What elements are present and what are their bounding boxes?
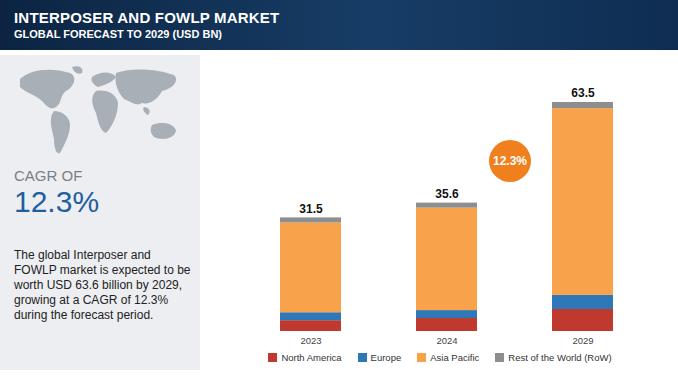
html-text:12.3%: 12.3% [14, 185, 100, 218]
html-text:The global Interposer and FOWL: The global Interposer and FOWLP market i… [14, 248, 191, 322]
svg-text:2023: 2023 [300, 335, 321, 346]
html-text:CAGR OF: CAGR OF [14, 167, 83, 184]
svg-text:63.5: 63.5 [571, 86, 595, 100]
svg-text:31.5: 31.5 [299, 202, 323, 216]
svg-text:2024: 2024 [436, 335, 457, 346]
html-text:North America: North America [281, 352, 342, 363]
html-text:GLOBAL FORECAST TO 2029 (USD B: GLOBAL FORECAST TO 2029 (USD BN) [14, 28, 222, 40]
html-text:INTERPOSER AND FOWLP MARKET: INTERPOSER AND FOWLP MARKET [14, 9, 280, 26]
html-text:Rest of the World (RoW): Rest of the World (RoW) [508, 352, 612, 363]
svg-text:35.6: 35.6 [435, 187, 459, 201]
html-text:12.3%: 12.3% [493, 154, 527, 168]
svg-text:2029: 2029 [572, 335, 593, 346]
html-text:Europe: Europe [370, 352, 402, 363]
html-text:Asia Pacific: Asia Pacific [430, 352, 480, 363]
